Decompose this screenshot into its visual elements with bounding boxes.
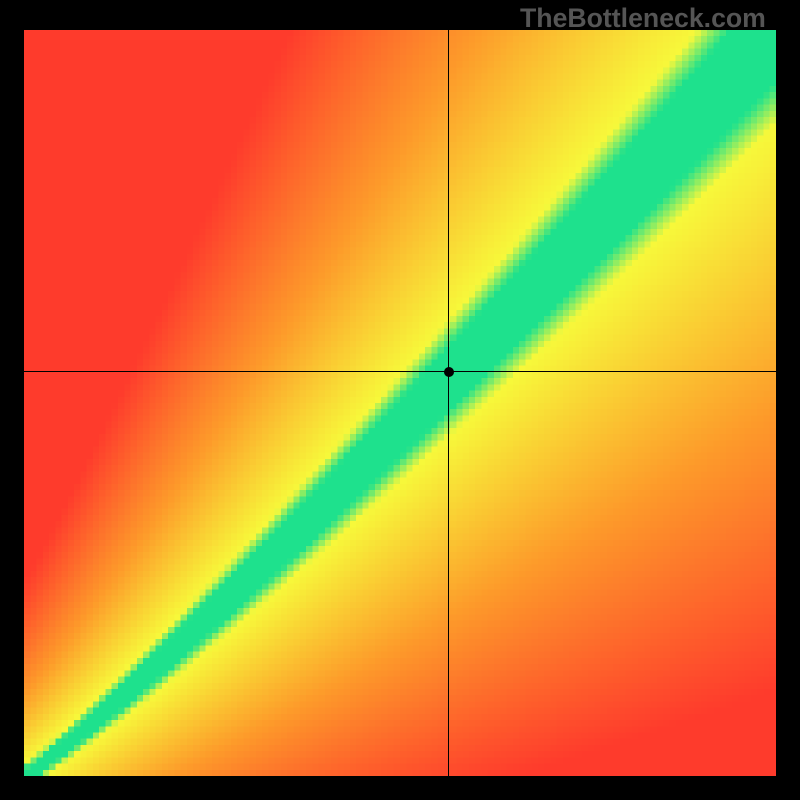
watermark-label: TheBottleneck.com — [520, 3, 766, 34]
bottleneck-heatmap — [24, 30, 776, 776]
crosshair-point — [444, 367, 454, 377]
crosshair-horizontal — [24, 371, 776, 372]
crosshair-vertical — [448, 30, 449, 776]
